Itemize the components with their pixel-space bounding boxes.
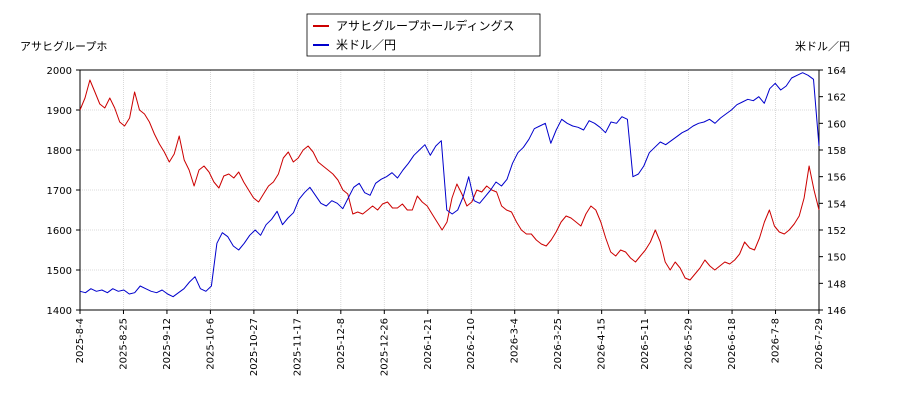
right-tick-label: 150	[827, 253, 846, 264]
right-tick-label: 160	[827, 119, 846, 130]
series-line-asahi	[79, 79, 820, 281]
right-tick-label: 152	[827, 226, 846, 237]
x-tick-label: 2026-7-29	[814, 318, 825, 370]
x-tick-label: 2026-7-8	[771, 318, 782, 363]
x-tick-label: 2026-6-18	[727, 318, 738, 370]
left-tick-label: 1500	[47, 266, 72, 277]
x-axis: 2025-8-4 2025-8-25 2025-9-12 2025-10-6 2025-…	[75, 310, 825, 376]
left-y-axis: 1400 1500 1600 1700 1800 1900 2000	[47, 66, 80, 317]
left-tick-label: 1600	[47, 226, 72, 237]
legend-label-usdjpy: 米ドル／円	[336, 38, 396, 52]
left-tick-label: 2000	[47, 66, 72, 77]
x-tick-label: 2025-10-27	[249, 318, 260, 376]
x-tick-label: 2025-10-6	[205, 318, 216, 370]
legend-label-asahi: アサヒグループホールディングス	[336, 18, 514, 33]
x-tick-label: 2026-3-4	[510, 318, 521, 363]
series-line-usdjpy	[79, 72, 820, 298]
right-tick-label: 158	[827, 146, 846, 157]
x-tick-label: 2026-2-10	[466, 318, 477, 370]
x-tick-label: 2025-8-25	[118, 318, 129, 370]
left-tick-label: 1400	[47, 306, 72, 317]
x-tick-label: 2026-3-25	[553, 318, 564, 370]
x-tick-label: 2025-8-4	[75, 318, 86, 363]
left-tick-label: 1800	[47, 146, 72, 157]
legend-box	[306, 13, 541, 57]
right-tick-label: 162	[827, 93, 846, 104]
x-tick-label: 2025-12-8	[336, 318, 347, 370]
x-tick-label: 2025-12-26	[379, 318, 390, 376]
right-tick-label: 164	[827, 66, 846, 77]
left-axis-title: アサヒグループホ	[20, 39, 107, 53]
x-tick-label: 2025-11-17	[292, 318, 303, 376]
left-tick-label: 1900	[47, 106, 72, 117]
x-tick-label: 2026-5-29	[684, 318, 695, 370]
legend: アサヒグループホールディングス 米ドル／円	[306, 13, 541, 57]
grid	[79, 69, 820, 311]
right-tick-label: 154	[827, 199, 846, 210]
x-tick-label: 2026-1-21	[423, 318, 434, 370]
right-y-axis: 146 148 150 152 154 156 158 160 162 164	[819, 66, 846, 317]
right-tick-label: 156	[827, 173, 846, 184]
right-axis-title: 米ドル／円	[795, 40, 850, 53]
x-tick-label: 2026-4-15	[597, 318, 608, 370]
right-tick-label: 148	[827, 279, 846, 290]
right-tick-label: 146	[827, 306, 846, 317]
x-tick-label: 2025-9-12	[162, 318, 173, 370]
left-tick-label: 1700	[47, 186, 72, 197]
x-tick-label: 2026-5-11	[640, 318, 651, 370]
series-group	[79, 72, 820, 298]
